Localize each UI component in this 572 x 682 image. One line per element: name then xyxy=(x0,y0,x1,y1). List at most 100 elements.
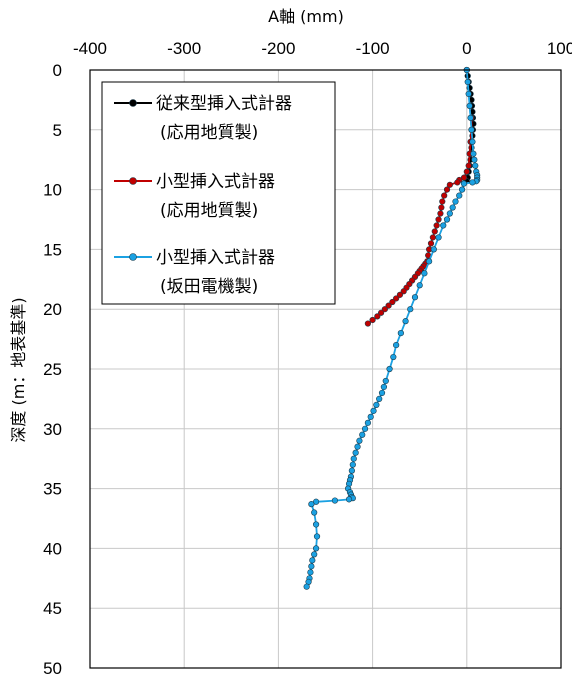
legend-label-line1: 小型挿入式計器 xyxy=(156,248,275,268)
data-point xyxy=(463,168,470,175)
data-point xyxy=(364,419,371,426)
data-point xyxy=(331,497,339,504)
x-tick-label: -100 xyxy=(356,39,390,58)
data-point xyxy=(452,198,459,205)
x-tick-label: 0 xyxy=(462,39,471,58)
data-point xyxy=(361,425,369,432)
data-point xyxy=(374,313,381,320)
series-3 xyxy=(303,66,481,590)
data-point xyxy=(411,294,419,301)
data-point xyxy=(380,383,388,391)
data-point xyxy=(460,180,468,187)
data-point xyxy=(433,222,440,229)
legend-entry-2: 小型挿入式計器 (応用地質製) xyxy=(114,172,275,221)
data-point xyxy=(313,533,321,540)
x-tick-label: -200 xyxy=(261,39,295,58)
y-tick-labels: 0 5 10 15 20 25 30 35 40 45 50 xyxy=(43,61,62,678)
data-point xyxy=(449,204,456,211)
data-point xyxy=(467,114,474,121)
y-tick-label: 15 xyxy=(43,240,62,259)
data-point xyxy=(397,330,404,337)
data-point xyxy=(381,306,388,313)
data-point xyxy=(393,341,400,349)
data-point xyxy=(443,216,451,223)
data-point xyxy=(458,186,466,193)
data-point xyxy=(421,270,428,277)
data-point xyxy=(376,395,383,403)
data-point xyxy=(446,181,453,188)
data-point xyxy=(389,298,396,306)
data-point xyxy=(308,563,315,570)
data-point xyxy=(311,551,318,558)
legend-label-line2: (応用地質製) xyxy=(160,123,258,143)
data-point xyxy=(385,302,392,309)
data-point xyxy=(437,210,444,217)
data-point xyxy=(426,258,433,265)
legend-label-line2: (坂田電機製) xyxy=(160,277,258,297)
data-point xyxy=(382,377,389,385)
data-point xyxy=(312,545,320,552)
data-point xyxy=(311,509,318,516)
data-point xyxy=(393,295,400,302)
data-point xyxy=(400,288,407,295)
legend-swatch-marker xyxy=(129,177,137,185)
data-point xyxy=(443,186,451,193)
data-point xyxy=(370,407,377,414)
data-point xyxy=(386,365,393,373)
data-point xyxy=(352,449,359,456)
legend-label-line1: 従来型挿入式計器 xyxy=(156,94,292,114)
plot-border xyxy=(89,69,562,669)
data-point xyxy=(307,569,314,576)
data-point xyxy=(439,198,446,205)
data-point xyxy=(440,222,447,229)
data-point xyxy=(308,501,315,508)
data-point xyxy=(446,210,453,217)
x-tick-label: -300 xyxy=(167,39,201,58)
data-point xyxy=(431,228,438,235)
legend-label-line2: (応用地質製) xyxy=(160,201,258,221)
data-point xyxy=(312,521,320,528)
legend-label-line1: 小型挿入式計器 xyxy=(156,172,275,192)
data-point xyxy=(438,204,445,211)
data-point xyxy=(348,467,355,474)
y-tick-label: 50 xyxy=(43,659,62,678)
data-point xyxy=(464,78,471,86)
y-tick-label: 10 xyxy=(43,181,62,200)
data-point xyxy=(466,102,473,109)
data-point xyxy=(470,150,477,157)
data-point xyxy=(345,496,353,503)
y-tick-label: 40 xyxy=(43,539,62,558)
data-point xyxy=(416,282,423,289)
data-point xyxy=(471,156,478,163)
x-tick-labels: -400 -300 -200 -100 0 100 xyxy=(73,39,572,58)
y-axis-title: 深度 (m：地表基準) xyxy=(9,297,28,442)
x-axis-title: A軸 (mm) xyxy=(268,7,344,26)
data-point xyxy=(396,291,404,298)
legend-swatch-marker xyxy=(129,253,137,261)
data-point xyxy=(441,192,448,199)
data-point xyxy=(435,216,442,223)
data-point xyxy=(377,309,385,316)
series-2 xyxy=(364,114,475,327)
data-point xyxy=(435,234,442,241)
data-point xyxy=(456,192,463,199)
data-point xyxy=(354,443,361,450)
x-tick-label: -400 xyxy=(73,39,107,58)
data-point xyxy=(378,389,386,397)
data-point xyxy=(359,431,366,438)
data-point xyxy=(468,126,475,133)
y-tick-label: 25 xyxy=(43,360,62,379)
data-point xyxy=(407,306,414,313)
legend-entry-1: 従来型挿入式計器 (応用地質製) xyxy=(114,94,292,143)
data-point xyxy=(430,246,437,253)
data-point xyxy=(369,316,376,324)
data-point xyxy=(390,353,397,361)
data-point xyxy=(373,401,380,408)
data-point xyxy=(454,179,461,186)
data-point xyxy=(402,318,409,325)
data-point xyxy=(349,461,356,468)
data-point xyxy=(367,413,374,420)
legend-swatch-marker xyxy=(129,99,137,107)
y-tick-label: 0 xyxy=(53,61,62,80)
